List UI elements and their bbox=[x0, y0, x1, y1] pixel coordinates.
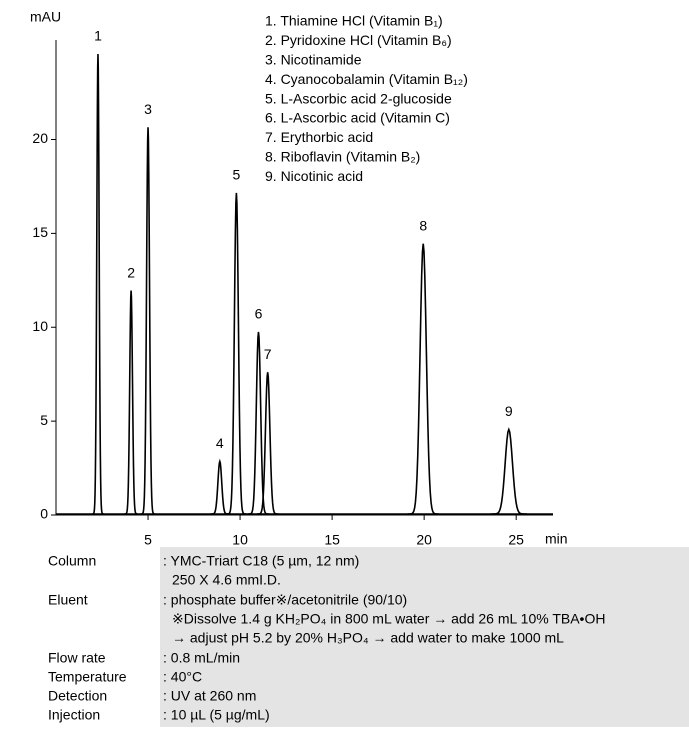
peak bbox=[226, 192, 247, 515]
legend-entry: 6. L-Ascorbic acid (Vitamin C) bbox=[265, 110, 450, 126]
y-tick-label: 20 bbox=[32, 130, 48, 146]
peak-label: 9 bbox=[505, 403, 513, 419]
peak bbox=[407, 243, 439, 515]
peak-label: 3 bbox=[144, 101, 152, 117]
condition-label: Eluent bbox=[48, 592, 88, 608]
condition-value: 250 X 4.6 mmI.D. bbox=[172, 572, 281, 588]
x-tick-label: 10 bbox=[232, 532, 248, 548]
peak bbox=[247, 331, 270, 515]
peak-label: 5 bbox=[232, 167, 240, 183]
peak-label: 8 bbox=[419, 217, 427, 233]
y-tick-label: 10 bbox=[32, 318, 48, 334]
peak bbox=[490, 427, 528, 515]
condition-value: ※Dissolve 1.4 g KH₂PO₄ in 800 mL water →… bbox=[172, 611, 605, 627]
conditions-background bbox=[160, 547, 689, 727]
peak bbox=[256, 372, 279, 515]
x-tick-label: 25 bbox=[508, 532, 524, 548]
legend-entry: 1. Thiamine HCl (Vitamin B₁) bbox=[265, 13, 443, 29]
peak-label: 6 bbox=[255, 306, 263, 322]
x-axis-label: min bbox=[545, 531, 568, 547]
x-tick-label: 20 bbox=[416, 532, 432, 548]
condition-value: → adjust pH 5.2 by 20% H₃PO₄ → add water… bbox=[172, 630, 564, 646]
condition-label: Detection bbox=[48, 688, 107, 704]
y-tick-label: 15 bbox=[32, 224, 48, 240]
legend-entry: 8. Riboflavin (Vitamin B₂) bbox=[265, 149, 420, 165]
y-tick-label: 0 bbox=[40, 506, 48, 522]
condition-value: : UV at 260 nm bbox=[163, 688, 256, 704]
condition-label: Injection bbox=[48, 707, 100, 723]
legend-entry: 5. L-Ascorbic acid 2-glucoside bbox=[265, 90, 452, 106]
legend-entry: 4. Cyanocobalamin (Vitamin B₁₂) bbox=[265, 71, 468, 87]
condition-value: : 0.8 mL/min bbox=[163, 650, 240, 666]
legend-entry: 2. Pyridoxine HCl (Vitamin B₆) bbox=[265, 32, 452, 48]
legend-entry: 3. Nicotinamide bbox=[265, 52, 362, 68]
peak bbox=[124, 290, 138, 515]
peak-label: 2 bbox=[127, 264, 135, 280]
x-tick-label: 15 bbox=[324, 532, 340, 548]
legend-entry: 7. Erythorbic acid bbox=[265, 129, 373, 145]
condition-value: : 40°C bbox=[163, 669, 202, 685]
condition-value: : 10 µL (5 µg/mL) bbox=[163, 707, 270, 723]
peak-label: 1 bbox=[94, 28, 102, 44]
peak-label: 4 bbox=[216, 435, 224, 451]
peak bbox=[92, 54, 104, 515]
peak bbox=[210, 458, 230, 515]
peak-label: 7 bbox=[264, 346, 272, 362]
condition-label: Temperature bbox=[48, 669, 127, 685]
condition-label: Flow rate bbox=[48, 650, 106, 666]
y-axis-label: mAU bbox=[30, 9, 61, 25]
peak bbox=[140, 127, 156, 515]
x-tick-label: 5 bbox=[144, 532, 152, 548]
condition-value: : YMC-Triart C18 (5 µm, 12 nm) bbox=[163, 553, 359, 569]
condition-value: : phosphate buffer※/acetonitrile (90/10) bbox=[163, 592, 407, 608]
condition-label: Column bbox=[48, 553, 96, 569]
legend-entry: 9. Nicotinic acid bbox=[265, 168, 363, 184]
y-tick-label: 5 bbox=[40, 412, 48, 428]
